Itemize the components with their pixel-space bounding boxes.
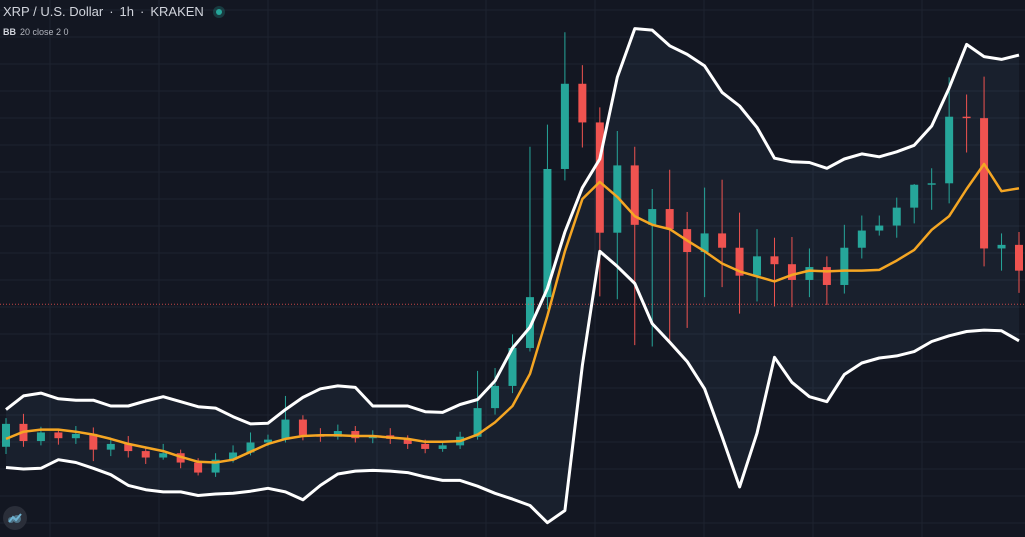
candle-body: [106, 443, 115, 450]
candle-body: [71, 433, 80, 439]
candle-body: [962, 116, 971, 119]
candle-body: [735, 247, 744, 276]
candle-body: [525, 297, 534, 348]
candle-body: [141, 451, 150, 458]
candle-body: [822, 267, 831, 285]
legend-separator: ·: [109, 4, 114, 19]
candle-body: [89, 433, 98, 450]
candle-body: [718, 233, 727, 248]
candle-body: [263, 439, 272, 443]
candle-body: [805, 267, 814, 280]
candles-layer: [2, 32, 1023, 477]
candle-body: [613, 165, 622, 233]
candle-body: [700, 233, 709, 253]
candle-body: [648, 209, 657, 225]
candle-body: [194, 462, 203, 473]
candle-body: [351, 431, 360, 439]
candle-body: [787, 264, 796, 280]
candle-body: [753, 256, 762, 276]
live-status-dot-icon: [215, 8, 222, 15]
candle-body: [508, 347, 517, 386]
exchange-label: KRAKEN: [150, 4, 204, 19]
candle-body: [403, 438, 412, 444]
indicator-legend[interactable]: BB 20 close 2 0: [3, 27, 69, 37]
candle-body: [543, 168, 552, 298]
candle-body: [2, 423, 10, 447]
candle-body: [246, 442, 255, 453]
candle-body: [980, 118, 989, 249]
candle-body: [840, 247, 849, 285]
candle-body: [892, 207, 901, 226]
bollinger-basis-line: [5, 162, 1020, 464]
candle-body: [491, 385, 500, 409]
candle-body: [665, 209, 674, 230]
bollinger-band-fill: [6, 28, 1019, 523]
symbol-name: XRP / U.S. Dollar: [3, 4, 104, 19]
candle-body: [770, 256, 779, 265]
candle-body: [36, 432, 45, 442]
indicator-params: 20 close 2 0: [20, 27, 69, 37]
candle-body: [927, 183, 936, 185]
candle-body: [473, 408, 482, 437]
indicator-name: BB: [3, 27, 16, 37]
bollinger-upper-band: [5, 27, 1020, 426]
candle-body: [333, 431, 342, 437]
candle-body: [945, 116, 954, 184]
candle-body: [211, 459, 220, 473]
candle-body: [159, 453, 168, 458]
candle-body: [857, 230, 866, 248]
candle-body: [298, 419, 307, 436]
symbol-legend[interactable]: XRP / U.S. Dollar · 1h · KRAKEN: [3, 4, 222, 19]
bollinger-lower-band: [5, 249, 1020, 525]
tradingview-cloud-logo-icon[interactable]: [3, 506, 27, 530]
candle-body: [560, 83, 569, 169]
candle-body: [910, 184, 919, 208]
candle-body: [229, 452, 238, 460]
candle-body: [421, 443, 430, 449]
candle-body: [578, 83, 587, 123]
interval-label: 1h: [119, 4, 134, 19]
candle-body: [875, 225, 884, 231]
candle-body: [630, 165, 639, 225]
candle-body: [438, 445, 447, 449]
candle-body: [281, 419, 290, 440]
legend-separator: ·: [140, 4, 145, 19]
candle-body: [595, 122, 604, 233]
candle-body: [997, 244, 1006, 249]
candle-body: [1015, 244, 1023, 271]
candle-body: [54, 432, 63, 439]
candle-body: [124, 443, 133, 452]
